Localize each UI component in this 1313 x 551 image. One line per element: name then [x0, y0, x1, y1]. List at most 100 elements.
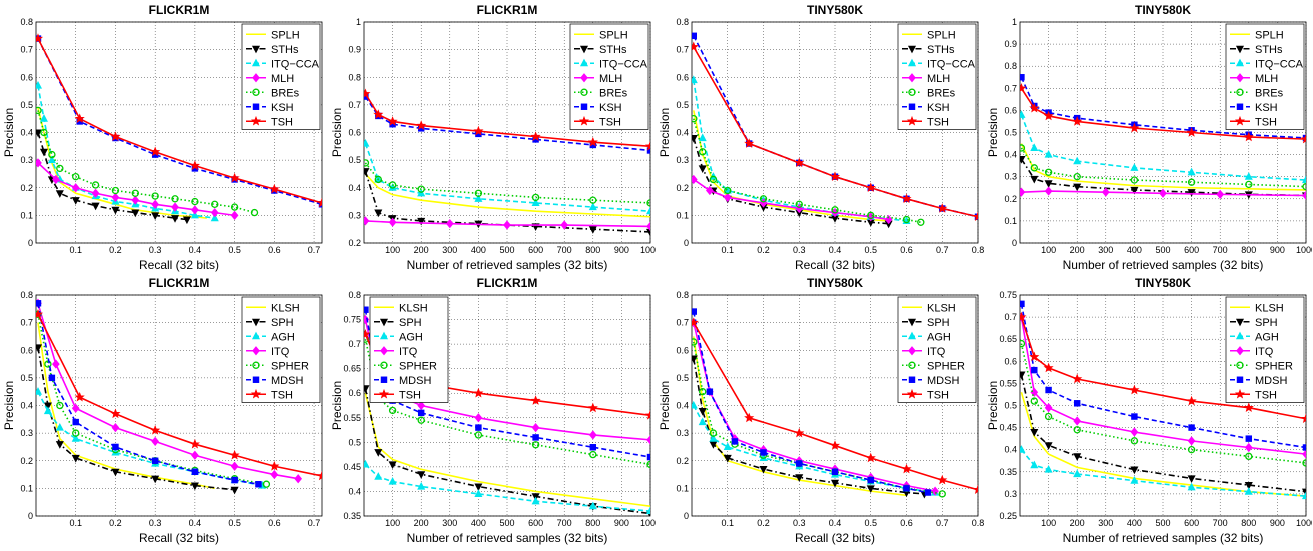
x-tick-label: 800 [585, 518, 600, 528]
data-point [1020, 339, 1026, 348]
y-tick-label: 0.7 [676, 318, 689, 328]
data-point [1030, 397, 1038, 405]
data-point [587, 402, 598, 413]
y-tick-label: 0.3 [1004, 489, 1017, 499]
legend-label: STHs [1255, 44, 1283, 56]
data-point [1301, 175, 1306, 184]
data-point [972, 484, 978, 495]
legend-label: ITQ [399, 346, 418, 358]
data-point [474, 189, 483, 197]
chart-svg: 0.1 0.2 0.3 0.4 0.5 0.6 0.7 0 0.1 0.2 0.3 0.4 0.5 0.6… [2, 276, 323, 545]
y-tick-label: 0.6 [1004, 105, 1017, 115]
legend-marker [1236, 73, 1244, 83]
data-point [74, 391, 85, 402]
series-line [364, 173, 650, 218]
data-point [44, 360, 52, 368]
legend-label: SPHER [1255, 360, 1293, 372]
data-point [587, 136, 598, 147]
y-axis-label: Precision [330, 381, 344, 430]
data-point [1044, 186, 1053, 196]
data-point [191, 197, 199, 206]
data-point [36, 309, 44, 319]
series-line [693, 358, 925, 495]
data-point [1300, 413, 1306, 424]
y-tick-label: 0.7 [20, 318, 33, 328]
legend-marker [906, 115, 918, 126]
y-tick-label: 0.7 [348, 339, 361, 349]
data-point [530, 395, 541, 405]
data-point [131, 195, 140, 205]
series-tsh [36, 309, 322, 481]
legend-marker [580, 88, 588, 96]
data-point [417, 471, 426, 479]
y-tick-label: 0.9 [348, 45, 361, 55]
data-point [866, 485, 875, 493]
x-tick-label: 600 [1184, 245, 1199, 255]
data-point [796, 460, 803, 467]
series-klsh [37, 322, 215, 490]
legend-label: ITQ [271, 346, 290, 358]
legend-label: STHs [599, 44, 627, 56]
legend-label: AGH [927, 331, 951, 343]
y-axis-label: Precision [330, 108, 344, 157]
data-point [475, 424, 482, 431]
chart-title: FLICKR1M [149, 276, 210, 290]
data-point [316, 470, 322, 481]
data-point [191, 450, 199, 460]
data-point [417, 217, 426, 226]
x-tick-label: 900 [614, 245, 629, 255]
y-tick-label: 0.9 [1004, 39, 1017, 49]
data-point [1020, 371, 1026, 380]
data-point [416, 120, 427, 130]
series-line [37, 38, 322, 204]
y-tick-label: 0.3 [676, 428, 689, 438]
data-point [1187, 482, 1196, 491]
y-tick-label: 0.3 [20, 428, 33, 438]
series-line [364, 93, 650, 148]
data-point [1130, 163, 1139, 171]
data-point [902, 215, 911, 224]
data-point [91, 188, 100, 198]
legend-label: KSH [271, 102, 294, 114]
series-line [693, 118, 921, 224]
x-tick-label: 0.7 [936, 518, 949, 528]
data-point [1020, 445, 1026, 453]
y-tick-label: 0 [684, 238, 689, 248]
legend-marker [1234, 115, 1246, 126]
x-tick-label: 0.4 [189, 518, 202, 528]
legend-label: TSH [271, 116, 293, 128]
y-tick-label: 0.4 [348, 183, 361, 193]
series-line [1021, 190, 1306, 197]
x-tick-label: 0.6 [900, 245, 913, 255]
data-point [692, 317, 699, 327]
data-point [530, 131, 541, 141]
legend-label: ITQ−CCA [1255, 58, 1304, 70]
legend-label: AGH [271, 331, 295, 343]
legend-label: MDSH [271, 375, 303, 387]
x-tick-label: 600 [1184, 518, 1199, 528]
legend-label: SPLH [1255, 29, 1284, 41]
data-point [917, 218, 925, 226]
x-tick-label: 500 [1155, 245, 1170, 255]
data-point [71, 434, 80, 442]
y-tick-label: 0.6 [20, 72, 33, 82]
data-point [48, 374, 56, 382]
data-point [230, 461, 239, 471]
legend-marker [1236, 361, 1244, 369]
legend-marker [1236, 346, 1244, 356]
data-point [706, 185, 714, 196]
x-tick-label: 0.7 [308, 518, 321, 528]
data-point [387, 116, 398, 126]
series-tsh [692, 41, 978, 222]
data-point [1073, 400, 1081, 407]
data-point [72, 418, 79, 426]
legend-label: TSH [271, 389, 293, 401]
data-point [211, 200, 219, 209]
data-point [364, 459, 370, 468]
series-tsh [364, 88, 650, 151]
data-point [72, 173, 80, 181]
legend-marker [578, 115, 590, 126]
legend-marker [907, 318, 917, 327]
data-point [151, 212, 160, 220]
